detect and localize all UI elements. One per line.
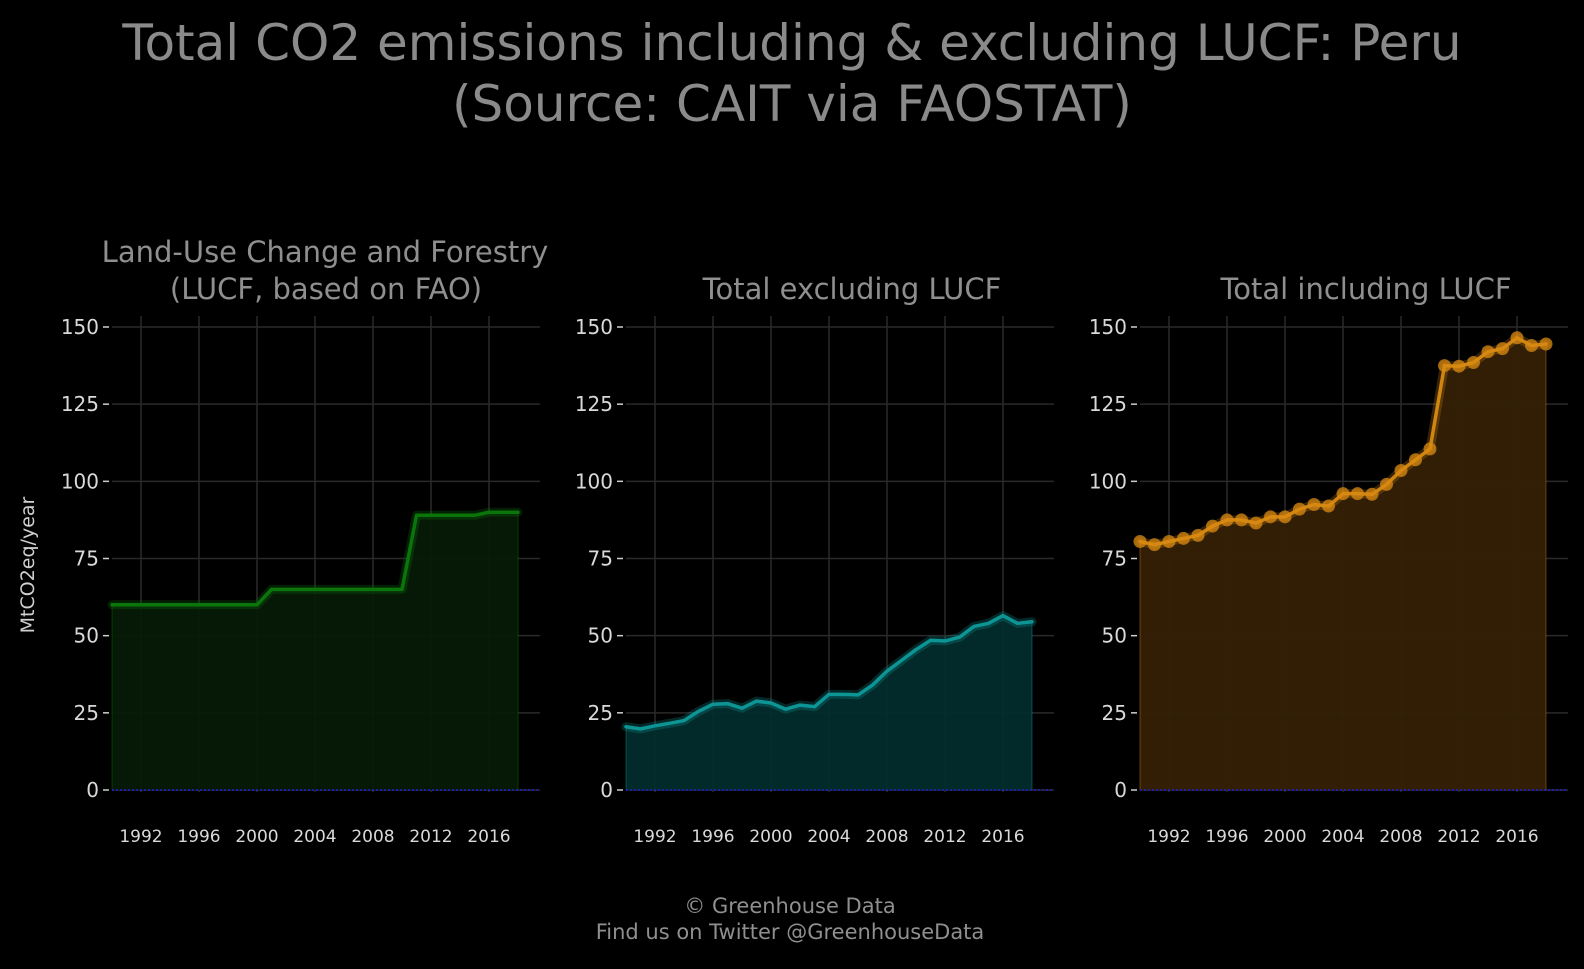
caption-line1: © Greenhouse Data	[684, 894, 895, 918]
chart-title-line2: (Source: CAIT via FAOSTAT)	[452, 75, 1132, 133]
data-point	[1467, 355, 1480, 369]
data-point	[1278, 510, 1292, 524]
y-tick-label: 100	[1089, 469, 1127, 493]
x-tick-label: 2016	[1495, 827, 1538, 847]
data-point	[1481, 345, 1495, 359]
data-point	[1452, 359, 1466, 373]
panel-title-line2: (LUCF, based on FAO)	[170, 272, 482, 306]
y-tick-label: 100	[575, 469, 613, 493]
x-tick-label: 2008	[865, 827, 908, 847]
x-tick-label: 2000	[749, 827, 792, 847]
data-point	[1162, 535, 1176, 549]
data-point	[1438, 359, 1451, 373]
data-point	[1177, 531, 1190, 545]
y-tick-label: 75	[588, 547, 613, 571]
x-tick-label: 2004	[293, 827, 336, 847]
data-point	[1307, 497, 1321, 511]
y-tick-label: 125	[1089, 392, 1127, 416]
data-point	[1539, 337, 1553, 351]
y-tick-label: 25	[1102, 701, 1127, 725]
data-point	[1191, 528, 1205, 542]
y-tick-label: 0	[600, 778, 613, 802]
x-tick-label: 1992	[119, 827, 162, 847]
panel-title-line2: Total excluding LUCF	[702, 272, 1002, 306]
data-point	[1409, 453, 1422, 467]
series-area-fill	[626, 615, 1032, 790]
y-tick-label: 125	[575, 392, 613, 416]
x-tick-label: 1996	[691, 827, 734, 847]
panel-title-line1: Land-Use Change and Forestry	[102, 235, 549, 269]
y-tick-label: 125	[61, 392, 99, 416]
y-tick-label: 150	[61, 315, 99, 339]
data-point	[1394, 464, 1408, 478]
data-point	[1148, 538, 1161, 552]
data-point	[1220, 513, 1234, 527]
x-tick-label: 2008	[1379, 827, 1422, 847]
y-tick-label: 75	[1102, 547, 1127, 571]
y-axis-label: MtCO2eq/year	[17, 496, 39, 633]
y-tick-label: 75	[74, 547, 99, 571]
x-tick-label: 2012	[1437, 827, 1480, 847]
y-tick-label: 150	[575, 315, 613, 339]
x-tick-label: 1996	[177, 827, 220, 847]
panel-1: 0 25 50 75 100 125 150 1992 1996 2000 2004 2008 2012…	[61, 235, 549, 847]
x-tick-label: 2012	[923, 827, 966, 847]
data-point	[1206, 519, 1219, 533]
x-tick-label: 2004	[807, 827, 850, 847]
data-point	[1525, 339, 1538, 353]
y-tick-label: 0	[1114, 778, 1127, 802]
panels-layer: 0 25 50 75 100 125 150 1992 1996 2000 2004 2008 2012…	[61, 235, 1568, 847]
y-tick-label: 50	[1102, 624, 1127, 648]
panel-2: 0 25 50 75 100 125 150 1992 1996 2000 2004 2008 2012…	[575, 272, 1054, 847]
data-point	[1235, 513, 1248, 527]
x-tick-label: 2012	[409, 827, 452, 847]
y-tick-label: 150	[1089, 315, 1127, 339]
data-point	[1336, 487, 1350, 501]
x-tick-label: 2000	[235, 827, 278, 847]
data-point	[1351, 487, 1364, 501]
data-point	[1264, 510, 1277, 524]
x-tick-label: 1992	[1147, 827, 1190, 847]
data-point	[1249, 516, 1263, 530]
data-point	[1510, 331, 1524, 345]
data-point	[1322, 499, 1335, 513]
data-point	[1380, 477, 1393, 491]
series-area-fill	[1140, 337, 1546, 790]
y-tick-label: 50	[74, 624, 99, 648]
data-point	[1496, 342, 1509, 356]
series-line	[110, 510, 520, 607]
series-area-fill	[112, 512, 518, 790]
y-tick-label: 0	[86, 778, 99, 802]
x-tick-label: 2000	[1263, 827, 1306, 847]
y-tick-label: 25	[74, 701, 99, 725]
series-line	[624, 613, 1034, 731]
x-tick-label: 2016	[981, 827, 1024, 847]
x-tick-label: 1992	[633, 827, 676, 847]
y-tick-label: 50	[588, 624, 613, 648]
caption-line2: Find us on Twitter @GreenhouseData	[596, 920, 985, 944]
data-point	[1133, 535, 1147, 549]
data-point	[1423, 442, 1437, 456]
panel-3: 0 25 50 75 100 125 150 1992 1996 2000 2004 2008 2012…	[1089, 272, 1568, 847]
y-tick-label: 100	[61, 469, 99, 493]
data-point	[1293, 502, 1306, 516]
x-tick-label: 2004	[1321, 827, 1364, 847]
x-tick-label: 2016	[467, 827, 510, 847]
data-point	[1365, 487, 1379, 501]
x-tick-label: 1996	[1205, 827, 1248, 847]
panel-title-line2: Total including LUCF	[1219, 272, 1511, 306]
y-tick-label: 25	[588, 701, 613, 725]
chart-title-line1: Total CO2 emissions including & excludin…	[121, 14, 1461, 72]
x-tick-label: 2008	[351, 827, 394, 847]
